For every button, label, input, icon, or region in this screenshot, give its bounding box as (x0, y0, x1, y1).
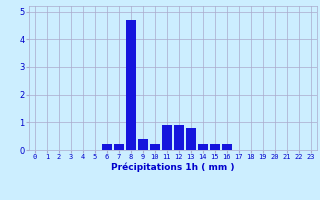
Bar (174, 125, 184, 150)
Bar (150, 144, 160, 150)
Bar (186, 128, 196, 150)
Bar (198, 144, 208, 150)
Bar (126, 20, 136, 150)
Bar (162, 125, 172, 150)
Bar (222, 144, 232, 150)
Bar (114, 144, 124, 150)
X-axis label: Précipitations 1h ( mm ): Précipitations 1h ( mm ) (111, 163, 235, 172)
Bar (138, 139, 148, 150)
Bar (102, 144, 112, 150)
Bar (210, 144, 220, 150)
